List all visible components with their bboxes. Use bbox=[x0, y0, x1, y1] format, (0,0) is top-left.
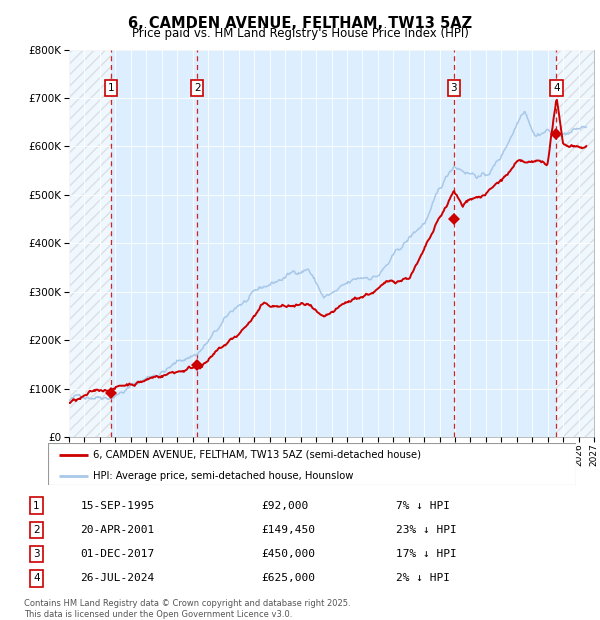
Bar bbox=[556, 50, 594, 437]
Text: 1: 1 bbox=[33, 500, 40, 511]
Text: HPI: Average price, semi-detached house, Hounslow: HPI: Average price, semi-detached house,… bbox=[93, 471, 353, 480]
Text: 6, CAMDEN AVENUE, FELTHAM, TW13 5AZ: 6, CAMDEN AVENUE, FELTHAM, TW13 5AZ bbox=[128, 16, 472, 30]
Text: 2: 2 bbox=[33, 525, 40, 535]
Text: 17% ↓ HPI: 17% ↓ HPI bbox=[396, 549, 457, 559]
Text: 23% ↓ HPI: 23% ↓ HPI bbox=[396, 525, 457, 535]
Text: 7% ↓ HPI: 7% ↓ HPI bbox=[396, 500, 450, 511]
Text: 4: 4 bbox=[553, 83, 560, 94]
Text: £450,000: £450,000 bbox=[261, 549, 315, 559]
Text: Price paid vs. HM Land Registry's House Price Index (HPI): Price paid vs. HM Land Registry's House … bbox=[131, 27, 469, 40]
Text: £149,450: £149,450 bbox=[261, 525, 315, 535]
Text: 20-APR-2001: 20-APR-2001 bbox=[80, 525, 155, 535]
Text: 1: 1 bbox=[107, 83, 114, 94]
Text: £625,000: £625,000 bbox=[261, 574, 315, 583]
Text: 2% ↓ HPI: 2% ↓ HPI bbox=[396, 574, 450, 583]
Text: Contains HM Land Registry data © Crown copyright and database right 2025.
This d: Contains HM Land Registry data © Crown c… bbox=[24, 600, 350, 619]
Text: 26-JUL-2024: 26-JUL-2024 bbox=[80, 574, 155, 583]
Text: 2: 2 bbox=[194, 83, 200, 94]
Bar bbox=[69, 50, 111, 437]
Text: 15-SEP-1995: 15-SEP-1995 bbox=[80, 500, 155, 511]
Text: 3: 3 bbox=[451, 83, 457, 94]
Text: 6, CAMDEN AVENUE, FELTHAM, TW13 5AZ (semi-detached house): 6, CAMDEN AVENUE, FELTHAM, TW13 5AZ (sem… bbox=[93, 450, 421, 460]
Text: 4: 4 bbox=[33, 574, 40, 583]
Text: 01-DEC-2017: 01-DEC-2017 bbox=[80, 549, 155, 559]
Text: £92,000: £92,000 bbox=[261, 500, 308, 511]
Text: 3: 3 bbox=[33, 549, 40, 559]
